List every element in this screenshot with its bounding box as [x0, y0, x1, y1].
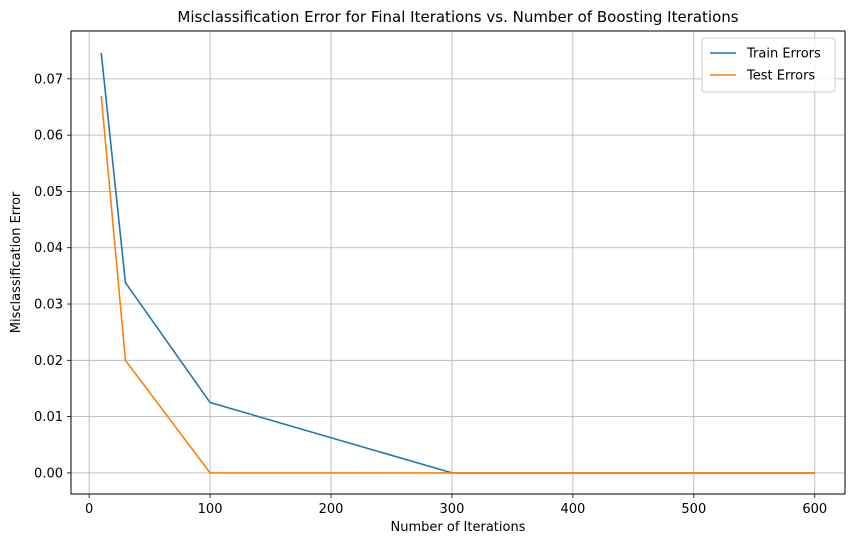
x-tick-label: 200: [319, 502, 344, 517]
axis-ticks: 0 100 200 300 400 500 600 0.00 0.01 0.02 0.03 0.04 0…: [34, 72, 827, 517]
x-tick-label: 600: [802, 502, 827, 517]
y-tick-label: 0.01: [34, 410, 63, 425]
series-line-train-errors: [100, 52, 815, 474]
x-tick-label: 400: [560, 502, 585, 517]
x-tick-label: 500: [681, 502, 706, 517]
plot-area-frame: [70, 30, 846, 495]
y-tick-label: 0.05: [34, 185, 63, 200]
legend-box: [701, 37, 836, 93]
y-tick-label: 0.06: [34, 129, 63, 144]
x-axis-label: Number of Iterations: [391, 520, 526, 535]
y-tick-label: 0.03: [34, 298, 63, 313]
grid-lines: [71, 31, 845, 494]
y-tick-label: 0.02: [34, 354, 63, 369]
series-lines: [100, 52, 815, 474]
legend: Train Errors Test Errors: [701, 37, 836, 93]
y-tick-label: 0.04: [34, 241, 63, 256]
y-tick-label: 0.07: [34, 72, 63, 87]
y-tick-label: 0.00: [34, 466, 63, 481]
x-tick-label: 300: [440, 502, 465, 517]
legend-entry-label: Train Errors: [746, 47, 821, 62]
chart-title: Misclassification Error for Final Iterat…: [177, 8, 738, 26]
x-tick-label: 0: [85, 502, 93, 517]
x-tick-label: 100: [198, 502, 223, 517]
series-line-test-errors: [100, 95, 815, 474]
y-axis-label: Misclassification Error: [9, 191, 24, 333]
legend-entry-label: Test Errors: [746, 69, 815, 84]
